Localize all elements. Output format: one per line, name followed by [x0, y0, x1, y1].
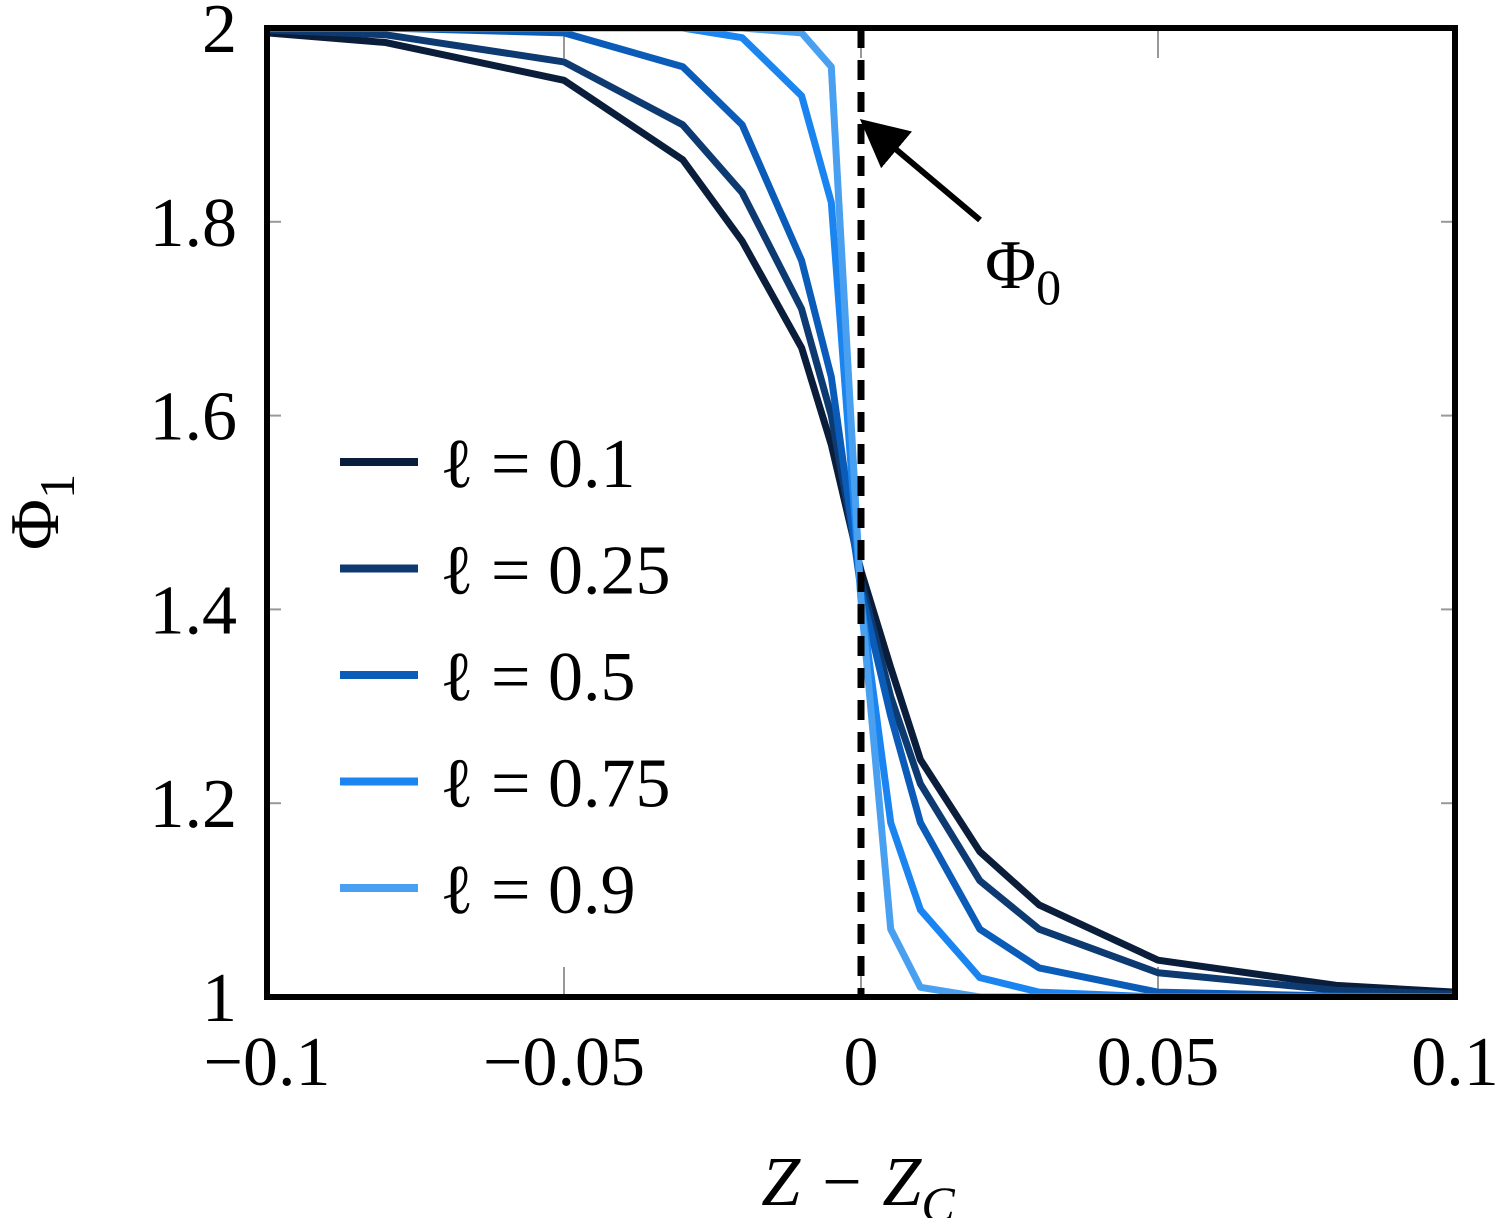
y-tick-label: 1.2 — [150, 766, 238, 843]
legend-label: ℓ = 0.1 — [440, 426, 636, 503]
legend-label: ℓ = 0.25 — [440, 533, 671, 610]
legend-label: ℓ = 0.9 — [440, 852, 636, 929]
y-axis-label-sub: 1 — [29, 474, 85, 499]
annotation-label: Φ0 — [985, 227, 1061, 315]
y-tick-label: 1.4 — [150, 572, 238, 649]
y-tick-label: 2 — [202, 0, 237, 68]
plot-frame — [264, 25, 1458, 1000]
x-tick-label: −0.1 — [204, 1024, 331, 1101]
y-axis-label: Φ1 — [0, 474, 85, 550]
legend-label: ℓ = 0.5 — [440, 639, 636, 716]
x-tick-label: 0.05 — [1097, 1024, 1220, 1101]
x-tick-label: −0.05 — [483, 1024, 645, 1101]
x-tick-label: 0.1 — [1411, 1024, 1499, 1101]
y-tick-label: 1.6 — [150, 379, 238, 456]
x-axis-label-sub: C — [921, 1176, 955, 1218]
y-tick-label: 1 — [202, 960, 237, 1037]
legend-label: ℓ = 0.75 — [440, 746, 671, 823]
annotation-label-main: Φ — [985, 227, 1036, 304]
x-tick-label: 0 — [844, 1024, 879, 1101]
annotation-arrow — [859, 118, 982, 223]
x-axis-label: Z − ZC — [761, 1144, 955, 1218]
y-axis-label-main: Φ — [0, 499, 74, 550]
annotation-label-sub: 0 — [1036, 259, 1061, 315]
series-line — [267, 28, 1455, 997]
y-tick-label: 1.8 — [150, 185, 238, 262]
x-axis-label-main: Z − Z — [761, 1144, 922, 1218]
